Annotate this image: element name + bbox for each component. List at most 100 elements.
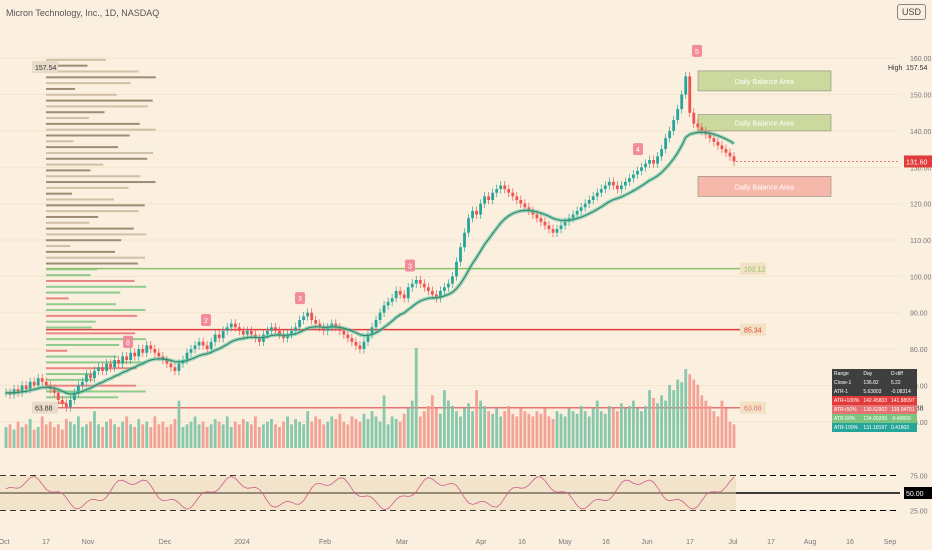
- volume-bar: [615, 411, 619, 448]
- balance-zone-label: Daily Balance Area: [735, 121, 794, 128]
- candle-body: [656, 156, 659, 164]
- volume-bar: [161, 421, 165, 448]
- candle-body: [72, 392, 76, 400]
- volume-bar: [326, 421, 330, 448]
- candle-body: [378, 312, 382, 320]
- volume-bar: [32, 429, 36, 448]
- stats-cell: D-diff: [890, 370, 903, 377]
- candle-body: [125, 356, 129, 360]
- level-tag: [740, 262, 766, 275]
- candle-body: [611, 181, 615, 186]
- volume-bar: [266, 421, 269, 448]
- stats-cell: Range: [834, 370, 849, 377]
- candle-body: [475, 210, 478, 215]
- candle-body: [402, 294, 406, 299]
- volume-bar: [245, 421, 249, 448]
- candle-body: [599, 189, 603, 193]
- candle-body: [44, 381, 48, 386]
- volume-profile-bar: [46, 373, 95, 376]
- volume-bar: [434, 408, 438, 448]
- volume-bar: [8, 424, 12, 448]
- volume-bar: [644, 405, 647, 448]
- candle-body: [648, 160, 651, 164]
- volume-bar: [619, 403, 623, 448]
- volume-profile-bar: [46, 338, 147, 341]
- volume-bar: [28, 419, 32, 448]
- volume-bar: [495, 408, 499, 448]
- wave-label-bg: [405, 259, 415, 272]
- stats-cell: 5.22: [890, 379, 901, 386]
- level-tag-label: 102.12: [744, 267, 766, 274]
- stats-row: ATR-100% 131.18197 0.41803: [832, 423, 917, 432]
- volume-profile-bar: [46, 291, 121, 294]
- volume-bar: [426, 405, 430, 448]
- stats-cell: ATR-50%: [834, 415, 856, 422]
- volume-profile-bar: [46, 198, 114, 201]
- candle-body: [366, 334, 370, 342]
- balance-zone-label: Daily Balance Area: [735, 79, 794, 86]
- volume-bar: [636, 408, 639, 448]
- volume-bar: [141, 424, 145, 448]
- candle-body: [652, 160, 655, 164]
- volume-bar: [44, 424, 48, 448]
- volume-bar: [414, 348, 418, 448]
- volume-profile-bar: [46, 245, 71, 248]
- currency-button[interactable]: USD: [896, 4, 926, 20]
- volume-profile-bar: [46, 76, 156, 79]
- volume-bar: [213, 419, 217, 448]
- candle-body: [467, 218, 470, 233]
- volume-bar: [479, 400, 483, 448]
- candle-body: [173, 367, 177, 371]
- volume-bar: [487, 411, 491, 448]
- volume-bar: [696, 384, 700, 448]
- low-marker-label: Low: [888, 406, 902, 413]
- candle-body: [640, 167, 643, 171]
- volume-profile-bar: [46, 250, 115, 253]
- volume-bar: [125, 416, 129, 448]
- volume-bar: [48, 421, 52, 448]
- candle-body: [455, 261, 458, 277]
- wave-label-bg: [633, 143, 643, 156]
- stats-cell: ATR-100%: [834, 424, 859, 431]
- volume-profile-bar: [46, 343, 120, 346]
- candle-body: [342, 330, 346, 335]
- volume-bar: [85, 424, 88, 448]
- volume-bar: [137, 419, 141, 448]
- volume-bar: [595, 400, 599, 448]
- volume-bar: [712, 411, 716, 448]
- high-marker-label: High: [888, 65, 903, 72]
- volume-profile-bar: [46, 99, 153, 102]
- candle-body: [668, 130, 672, 139]
- candle-body: [386, 301, 390, 306]
- volume-bar: [149, 426, 153, 448]
- volume-bar: [362, 413, 366, 448]
- wave-label-bg: [123, 335, 133, 348]
- volume-profile-bar: [46, 140, 74, 143]
- volume-bar: [257, 426, 261, 448]
- candle-body: [644, 163, 647, 168]
- stats-cell: 141.88097: [890, 397, 915, 404]
- candle-body: [64, 403, 68, 408]
- stats-row: Close-1 136.82 5.22: [832, 378, 917, 387]
- candle-body: [193, 345, 197, 350]
- volume-bar: [632, 400, 635, 448]
- stats-cell: ATR+50%: [834, 406, 857, 413]
- volume-bar: [97, 424, 100, 448]
- volume-bar: [704, 400, 708, 448]
- left-low-tag-text: 63.88: [35, 406, 53, 413]
- volume-bar: [382, 395, 386, 448]
- volume-profile-bar: [46, 111, 105, 114]
- price-tick-label: 110.00: [910, 238, 931, 245]
- volume-bar: [72, 424, 76, 448]
- candle-body: [563, 221, 567, 226]
- volume-profile-bar: [46, 297, 69, 300]
- rsi-level-label: 75.00: [910, 474, 928, 481]
- candle-body: [603, 185, 607, 190]
- candle-body: [266, 330, 269, 335]
- wave-label: 2: [204, 318, 208, 325]
- candle-body: [358, 345, 362, 350]
- level-tag: [740, 401, 766, 414]
- candle-body: [688, 76, 692, 113]
